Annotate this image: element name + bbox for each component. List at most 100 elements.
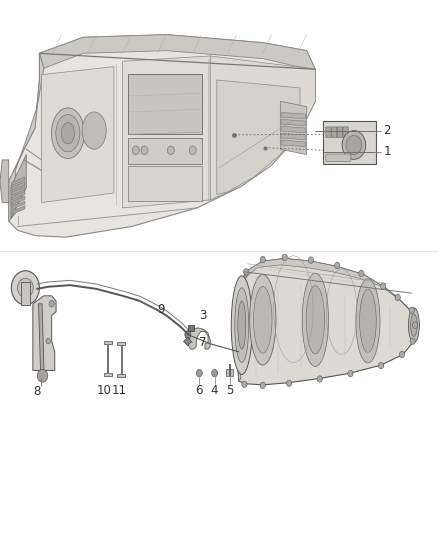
Circle shape: [167, 146, 174, 155]
Circle shape: [378, 362, 384, 369]
Ellipse shape: [360, 289, 376, 352]
Circle shape: [359, 270, 364, 277]
Polygon shape: [12, 187, 25, 195]
Ellipse shape: [61, 123, 74, 144]
FancyBboxPatch shape: [326, 127, 331, 138]
Polygon shape: [188, 328, 210, 349]
FancyBboxPatch shape: [337, 127, 343, 138]
Ellipse shape: [82, 112, 106, 149]
Polygon shape: [237, 272, 246, 381]
Ellipse shape: [235, 288, 249, 362]
Polygon shape: [282, 140, 305, 147]
Text: 7: 7: [199, 336, 207, 349]
Circle shape: [410, 338, 415, 344]
Polygon shape: [117, 342, 125, 377]
Circle shape: [22, 284, 28, 292]
Polygon shape: [12, 196, 25, 205]
Text: 4: 4: [211, 384, 219, 397]
Circle shape: [260, 256, 265, 263]
Polygon shape: [245, 259, 399, 298]
Ellipse shape: [254, 287, 272, 353]
Circle shape: [308, 257, 314, 263]
Polygon shape: [0, 160, 9, 203]
Polygon shape: [104, 341, 112, 376]
Polygon shape: [280, 101, 307, 155]
FancyBboxPatch shape: [326, 154, 351, 161]
FancyBboxPatch shape: [343, 127, 348, 138]
Text: 5: 5: [226, 384, 233, 397]
FancyBboxPatch shape: [332, 127, 337, 138]
Text: 1: 1: [383, 146, 391, 158]
Ellipse shape: [231, 276, 252, 374]
Text: 8: 8: [34, 385, 41, 398]
Text: 3: 3: [199, 309, 207, 322]
Text: 10: 10: [97, 384, 112, 397]
Polygon shape: [12, 182, 25, 190]
Polygon shape: [282, 133, 305, 140]
FancyBboxPatch shape: [128, 74, 202, 134]
Polygon shape: [282, 112, 305, 119]
Text: 6: 6: [195, 384, 203, 397]
Polygon shape: [39, 35, 315, 69]
Text: 9: 9: [158, 303, 165, 316]
Polygon shape: [12, 177, 25, 185]
Circle shape: [413, 322, 418, 328]
Circle shape: [346, 135, 362, 155]
Polygon shape: [21, 282, 30, 305]
FancyBboxPatch shape: [226, 369, 233, 376]
Polygon shape: [12, 201, 25, 209]
Circle shape: [399, 351, 405, 358]
Polygon shape: [11, 155, 26, 219]
Ellipse shape: [56, 115, 80, 152]
Circle shape: [335, 262, 340, 269]
Circle shape: [260, 382, 265, 389]
Circle shape: [395, 294, 400, 301]
Circle shape: [381, 283, 386, 289]
Polygon shape: [9, 35, 315, 237]
Circle shape: [196, 369, 202, 377]
Text: 11: 11: [112, 384, 127, 397]
Polygon shape: [210, 56, 315, 200]
Circle shape: [132, 146, 139, 155]
Circle shape: [18, 278, 33, 297]
Polygon shape: [9, 53, 44, 221]
Polygon shape: [123, 56, 210, 208]
Polygon shape: [282, 126, 305, 133]
Polygon shape: [217, 80, 300, 195]
Ellipse shape: [410, 314, 417, 336]
Ellipse shape: [408, 308, 419, 342]
Circle shape: [409, 307, 414, 313]
Polygon shape: [12, 206, 25, 214]
Circle shape: [342, 131, 366, 159]
Text: 2: 2: [383, 124, 391, 137]
Ellipse shape: [250, 274, 276, 365]
FancyBboxPatch shape: [323, 121, 376, 164]
Circle shape: [37, 369, 48, 382]
Circle shape: [282, 254, 287, 261]
FancyBboxPatch shape: [128, 138, 202, 164]
Polygon shape: [42, 67, 114, 203]
Polygon shape: [33, 296, 56, 370]
Circle shape: [242, 381, 247, 387]
Polygon shape: [12, 191, 25, 200]
Polygon shape: [39, 304, 44, 378]
Ellipse shape: [356, 279, 380, 363]
Polygon shape: [237, 259, 416, 385]
Circle shape: [189, 146, 196, 155]
Circle shape: [244, 269, 249, 275]
Circle shape: [348, 370, 353, 377]
Ellipse shape: [52, 108, 84, 159]
Circle shape: [286, 380, 292, 386]
Polygon shape: [282, 119, 305, 126]
Circle shape: [49, 301, 54, 307]
Circle shape: [212, 369, 218, 377]
Circle shape: [46, 338, 50, 344]
Ellipse shape: [238, 301, 246, 349]
Ellipse shape: [306, 286, 325, 354]
FancyBboxPatch shape: [128, 166, 202, 201]
Circle shape: [317, 376, 322, 382]
Circle shape: [185, 330, 192, 339]
Circle shape: [11, 271, 39, 305]
Ellipse shape: [302, 273, 328, 367]
Circle shape: [141, 146, 148, 155]
